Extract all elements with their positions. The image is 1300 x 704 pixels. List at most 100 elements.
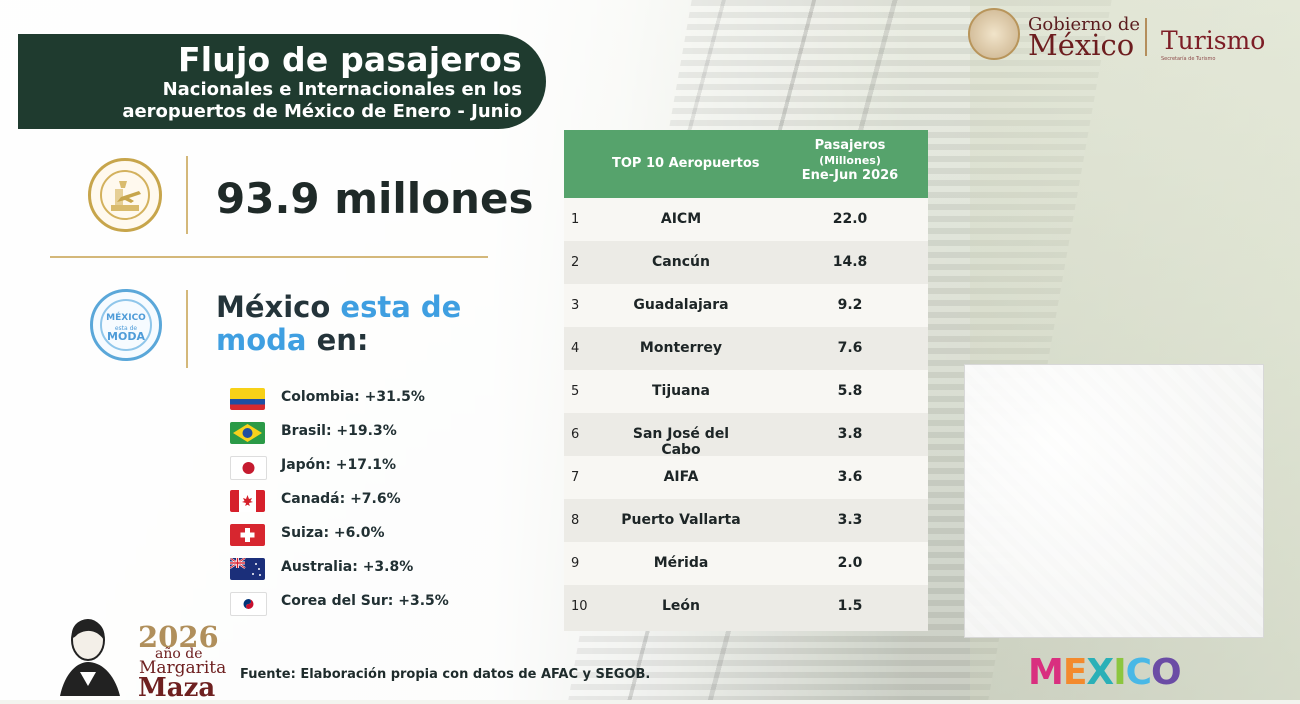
rank-cell: 6: [571, 427, 580, 442]
stat-divider: [186, 156, 188, 234]
svg-text:MODA: MODA: [107, 330, 145, 343]
rank-cell: 7: [571, 470, 580, 485]
mexico-brand-letter-x: X: [1086, 652, 1114, 693]
source-note: Fuente: Elaboración propia con datos de …: [240, 667, 651, 682]
passengers-cell: 14.8: [832, 254, 868, 270]
portrait-icon: [40, 612, 135, 700]
passenger-total: 93.9 millones: [216, 174, 534, 223]
moda-word-esta: esta de: [340, 290, 462, 324]
passengers-cell: 3.6: [837, 469, 863, 485]
country-label: Canadá: +7.6%: [281, 491, 401, 507]
page-title: Flujo de pasajeros: [178, 40, 522, 79]
moda-heading: México esta de moda en:: [216, 291, 476, 357]
video-placeholder: [964, 364, 1264, 638]
airport-column-header: TOP 10 Aeropuertos: [612, 156, 760, 171]
turismo-subtext: Secretaría de Turismo: [1161, 56, 1216, 62]
rank-cell: 9: [571, 556, 580, 571]
mexico-brand-letter-m: M: [1028, 652, 1064, 693]
passengers-cell: 2.0: [837, 555, 863, 571]
list-item: Australia: +3.8%: [230, 554, 490, 580]
rank-cell: 4: [571, 341, 580, 356]
passengers-cell: 5.8: [837, 383, 863, 399]
rank-cell: 8: [571, 513, 580, 528]
rank-cell: 3: [571, 298, 580, 313]
mexico-moda-icon: MÉXICO esta de MODA: [90, 289, 162, 361]
year-2026: 2026: [138, 620, 219, 654]
country-label: Corea del Sur: +3.5%: [281, 593, 449, 609]
title-banner: Flujo de pasajeros Nacionales e Internac…: [18, 34, 546, 129]
country-label: Japón: +17.1%: [281, 457, 397, 473]
table-row: 5 Tijuana 5.8: [564, 370, 928, 413]
table-header: TOP 10 Aeropuertos Pasajeros (Millones) …: [564, 130, 928, 198]
passengers-cell: 3.3: [837, 512, 863, 528]
canada-flag-icon: [230, 490, 265, 512]
switzerland-flag-icon: [230, 524, 265, 546]
logo-subtext-2: Margarita: [139, 658, 227, 678]
list-item: Colombia: +31.5%: [230, 384, 490, 410]
rank-cell: 1: [571, 212, 580, 227]
mexico-brand-letter-c: C: [1125, 652, 1152, 693]
airport-icon: [88, 158, 162, 232]
airport-cell: León: [661, 598, 700, 614]
passengers-cell: 9.2: [837, 297, 863, 313]
rank-cell: 10: [571, 599, 588, 614]
moda-divider: [186, 290, 188, 368]
seal-icon: [968, 8, 1020, 60]
country-label: Colombia: +31.5%: [281, 389, 425, 405]
government-logo: Gobierno de México Turismo Secretaría de…: [968, 8, 1268, 70]
table-row: 7 AIFA 3.6: [564, 456, 928, 499]
list-item: Brasil: +19.3%: [230, 418, 490, 444]
logo-divider: [1145, 18, 1147, 56]
table-row: 9 Mérida 2.0: [564, 542, 928, 585]
table-row: 3 Guadalajara 9.2: [564, 284, 928, 327]
passengers-header-line1: Pasajeros: [814, 138, 886, 153]
margarita-maza-logo: 2026 año de Margarita Maza: [40, 612, 226, 703]
country-label: Brasil: +19.3%: [281, 423, 397, 439]
colombia-flag-icon: [230, 388, 265, 410]
table-row: 8 Puerto Vallarta 3.3: [564, 499, 928, 542]
mexico-brand-letter-e: E: [1062, 652, 1088, 693]
moda-word-moda: moda: [216, 323, 307, 357]
airport-cell: San José del Cabo: [632, 426, 730, 458]
rank-cell: 5: [571, 384, 580, 399]
turismo-logo-text: Turismo: [1161, 26, 1266, 55]
airport-cell: Guadalajara: [633, 297, 729, 313]
rank-cell: 2: [571, 255, 580, 270]
table-row: 4 Monterrey 7.6: [564, 327, 928, 370]
list-item: Japón: +17.1%: [230, 452, 490, 480]
passengers-column-header: Pasajeros (Millones) Ene-Jun 2026: [790, 138, 910, 183]
country-label: Suiza: +6.0%: [281, 525, 385, 541]
svg-text:esta de: esta de: [115, 325, 138, 332]
country-label: Australia: +3.8%: [281, 559, 414, 575]
table-row: 2 Cancún 14.8: [564, 241, 928, 284]
list-item: Suiza: +6.0%: [230, 520, 490, 546]
passengers-cell: 3.8: [837, 426, 863, 442]
mexico-brand-letter-i: I: [1113, 652, 1126, 693]
airport-cell: Cancún: [652, 254, 710, 270]
south-korea-flag-icon: [230, 592, 267, 616]
airport-cell: Puerto Vallarta: [621, 512, 741, 528]
airport-cell: Tijuana: [652, 383, 710, 399]
section-divider: [50, 256, 488, 258]
moda-word-en: en:: [316, 323, 369, 357]
airport-ranking-table: TOP 10 Aeropuertos Pasajeros (Millones) …: [564, 130, 928, 631]
gov-logo-line1: Gobierno de: [1028, 14, 1141, 35]
airport-cell: AICM: [660, 211, 702, 227]
logo-subtext-3: Maza: [138, 673, 216, 703]
table-row: 6 San José del Cabo 3.8: [564, 413, 928, 458]
gov-logo-line2: México: [1028, 28, 1135, 62]
airport-cell: Monterrey: [639, 340, 723, 356]
passengers-cell: 1.5: [837, 598, 863, 614]
svg-text:MÉXICO: MÉXICO: [106, 311, 146, 323]
list-item: Corea del Sur: +3.5%: [230, 588, 490, 616]
table-row: 10 León 1.5: [564, 585, 928, 631]
passengers-cell: 7.6: [837, 340, 863, 356]
mexico-brand-logo: MEXICO: [1028, 652, 1182, 693]
table-row: 1 AICM 22.0: [564, 198, 928, 241]
japan-flag-icon: [230, 456, 267, 480]
list-item: Canadá: +7.6%: [230, 486, 490, 512]
mexico-brand-letter-o: O: [1151, 652, 1182, 693]
passengers-header-line2: (Millones): [819, 154, 881, 167]
australia-flag-icon: [230, 558, 265, 580]
brazil-flag-icon: [230, 422, 265, 444]
